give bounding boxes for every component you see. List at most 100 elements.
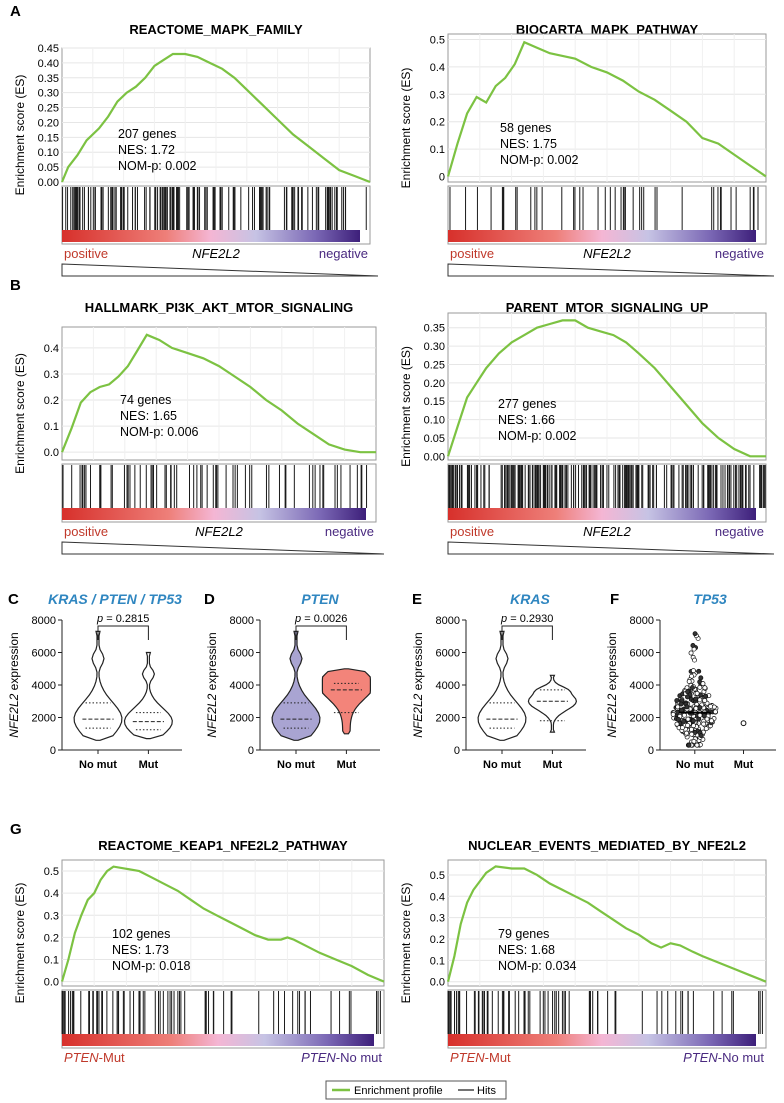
left-label: PTEN-Mut [450, 1050, 511, 1065]
stats-text: 74 genes [120, 393, 171, 407]
stats-text: NOM-p: 0.006 [120, 425, 199, 439]
label-italic: NFE2L2 [411, 693, 425, 737]
y-tick-label: 2000 [32, 713, 56, 725]
violin-shape [73, 630, 123, 741]
right-label: negative [319, 246, 368, 261]
label-italic: PTEN [450, 1050, 485, 1065]
data-point [684, 730, 689, 736]
chart-title: KRAS [510, 591, 550, 607]
right-label: PTEN-No mut [301, 1050, 382, 1065]
violin-shape [527, 674, 578, 733]
right-label: PTEN-No mut [683, 1050, 764, 1065]
y-tick-label: 0.1 [430, 955, 445, 967]
data-point [702, 698, 708, 703]
rank-gradient-bar [62, 508, 366, 520]
data-point [701, 713, 707, 719]
violin-shape [477, 630, 527, 741]
data-point [703, 693, 708, 699]
y-tick-label: 0.1 [430, 144, 445, 156]
chart-title: HALLMARK_PI3K_AKT_MTOR_SIGNALING [85, 300, 353, 315]
label-rest: = 0.0026 [301, 613, 347, 625]
gsea-panel: G REACTOME_KEAP1_NFE2L2_PATHWAY 0.0 0.1 0.2 0… [10, 821, 385, 1065]
y-tick-label: 0.2 [44, 932, 59, 944]
rank-wedge [447, 541, 775, 555]
y-tick-label: 0.30 [38, 88, 59, 100]
y-axis-label: Enrichment score (ES) [13, 883, 27, 1004]
label-italic: PTEN [683, 1050, 718, 1065]
label-italic: p [294, 613, 301, 625]
data-point [709, 718, 714, 724]
data-point [679, 725, 685, 731]
data-point [689, 731, 695, 737]
data-point [704, 716, 710, 722]
y-tick-label: 0.3 [430, 89, 445, 101]
y-tick-label: 0.5 [430, 870, 445, 882]
stats-text: NES: 1.73 [112, 943, 169, 957]
significance-bracket [97, 625, 149, 640]
stats-text: NES: 1.65 [120, 409, 177, 423]
data-point [690, 643, 696, 648]
y-tick-label: 4000 [630, 680, 654, 692]
center-label: NFE2L2 [583, 524, 631, 539]
data-point [675, 716, 681, 722]
label-rest: -Mut [99, 1050, 125, 1065]
y-tick-label: 0.45 [38, 43, 59, 55]
panel-letter: D [204, 591, 215, 608]
y-tick-label: 0.2 [430, 117, 445, 129]
y-tick-label: 0.0 [44, 447, 59, 459]
y-tick-label: 0.1 [44, 954, 59, 966]
stats-text: NES: 1.66 [498, 413, 555, 427]
y-axis-label: NFE2L2 expression [411, 632, 425, 737]
data-point [674, 698, 680, 703]
left-label: PTEN-Mut [64, 1050, 125, 1065]
data-point [685, 716, 691, 722]
chart-title: REACTOME_MAPK_FAMILY [129, 22, 303, 37]
gsea-panel: B HALLMARK_PI3K_AKT_MTOR_SIGNALING 0.0 0.1 0… [10, 277, 385, 555]
data-point [690, 718, 696, 724]
data-point [681, 718, 686, 724]
p-value-label: p = 0.2930 [500, 613, 553, 625]
rank-gradient-bar [448, 508, 756, 520]
y-axis-label: NFE2L2 expression [205, 632, 219, 737]
label-rest: expression [205, 632, 219, 693]
y-tick-label: 0.4 [44, 343, 59, 355]
legend-label-profile: Enrichment profile [354, 1085, 443, 1097]
y-tick-label: 2000 [630, 713, 654, 725]
rank-gradient-bar [448, 1034, 756, 1046]
violin-panel: C KRAS / PTEN / TP53 0 2000 4000 6000 8000 NFE2… [7, 591, 182, 771]
y-tick-label: 0.5 [430, 34, 445, 46]
label-italic: p [500, 613, 507, 625]
data-point [703, 726, 709, 732]
stats-text: 102 genes [112, 927, 170, 941]
y-tick-label: 6000 [230, 648, 254, 660]
chart-title: KRAS / PTEN / TP53 [48, 591, 182, 607]
data-point [698, 733, 704, 739]
violin-shape [271, 630, 321, 741]
gsea-panel: PARENT_MTOR_SIGNALING_UP 0.00 0.05 0.10 0.15… [399, 300, 775, 555]
center-label: NFE2L2 [192, 246, 240, 261]
rank-wedge [447, 263, 775, 277]
label-rest: = 0.2815 [103, 613, 149, 625]
rank-gradient-bar [448, 230, 756, 242]
enrichment-profile-line [446, 319, 766, 458]
y-tick-label: 0.10 [38, 147, 59, 159]
y-tick-label: 0.3 [44, 910, 59, 922]
center-label: NFE2L2 [583, 246, 631, 261]
data-point [674, 721, 680, 727]
data-point [702, 685, 708, 691]
right-label: negative [715, 246, 764, 261]
y-tick-label: 0.3 [44, 369, 59, 381]
y-tick-label: 8000 [230, 615, 254, 627]
rank-gradient-bar [62, 1034, 374, 1046]
panel-letter: G [10, 821, 22, 838]
y-tick-label: 0 [648, 745, 654, 757]
data-point [691, 723, 697, 729]
data-point [670, 711, 676, 717]
x-tick-label: No mut [79, 759, 117, 771]
p-value-label: p = 0.2815 [96, 613, 149, 625]
y-tick-label: 0.1 [44, 421, 59, 433]
y-axis-label: Enrichment score (ES) [399, 68, 413, 189]
x-tick-label: No mut [676, 759, 714, 771]
